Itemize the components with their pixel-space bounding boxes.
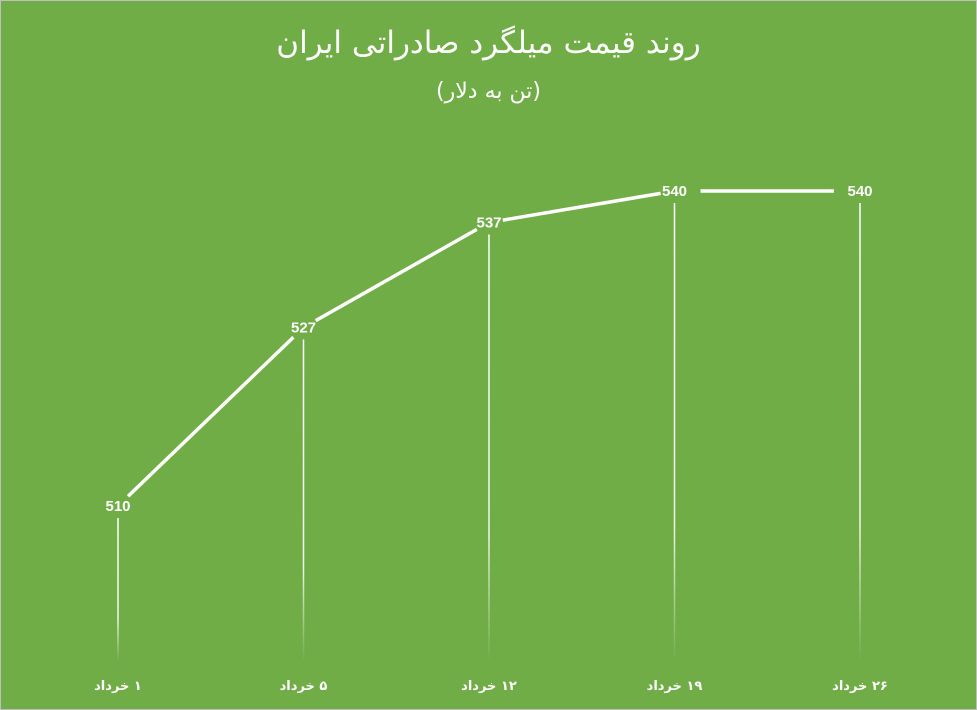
x-tick-label: ۱ خرداد	[94, 679, 142, 694]
drop-line	[488, 234, 490, 661]
drop-line	[859, 203, 861, 661]
chart-title: روند قیمت میلگرد صادراتی ایران	[276, 25, 701, 61]
drop-line	[117, 518, 119, 661]
x-tick-label: ۱۲ خرداد	[461, 679, 517, 694]
data-label: 537	[476, 215, 501, 232]
series-lines	[126, 189, 834, 498]
series-line-segment	[502, 191, 661, 222]
drop-line	[673, 203, 676, 661]
x-axis-tick-labels: ۱ خرداد ۵ خرداد ۱۲ خرداد ۱۹ خرداد ۲۶ خرداد	[94, 679, 888, 694]
x-tick-label: ۵ خرداد	[280, 679, 328, 694]
series-line-segment	[314, 227, 478, 323]
drop-line	[302, 339, 305, 661]
data-label: 527	[291, 320, 316, 337]
data-label: 510	[105, 498, 130, 515]
series-line-segment	[126, 335, 295, 498]
x-tick-label: ۱۹ خرداد	[647, 679, 703, 694]
data-labels: 510 527 537 540 540	[105, 183, 872, 515]
drop-lines	[117, 203, 861, 661]
chart-subtitle: (تن به دلار)	[436, 79, 541, 104]
data-label: 540	[662, 183, 687, 200]
x-tick-label: ۲۶ خرداد	[832, 679, 888, 694]
data-label: 540	[847, 183, 872, 200]
